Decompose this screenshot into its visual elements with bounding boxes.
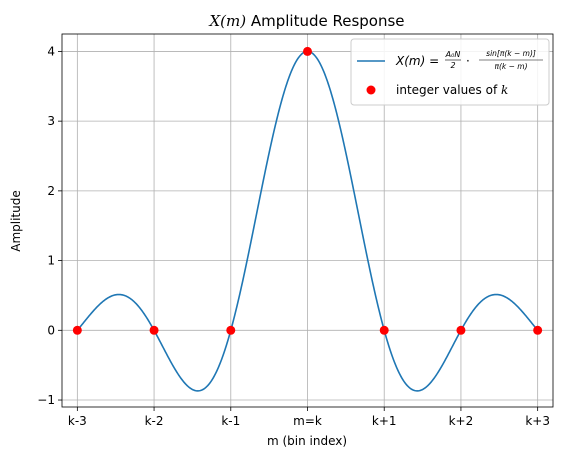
chart-title: X(m) Amplitude Response xyxy=(208,12,404,30)
integer-point xyxy=(226,325,236,335)
legend-label-points: integer values of k xyxy=(396,83,508,97)
integer-point xyxy=(72,325,82,335)
y-tick-label: 4 xyxy=(47,44,55,58)
legend-label-line: X(m) = A₀N 2 · sin[π(k − m)] π(k − m) xyxy=(395,49,543,71)
integer-point xyxy=(533,325,543,335)
y-axis-label: Amplitude xyxy=(9,190,23,252)
svg-text:X(m) =: X(m) = xyxy=(395,54,439,68)
x-tick-label: m=k xyxy=(293,414,322,428)
svg-text:sin[π(k − m)]: sin[π(k − m)] xyxy=(486,49,536,58)
svg-text:2: 2 xyxy=(450,61,455,70)
x-tick-label: k+2 xyxy=(449,414,474,428)
legend-point-swatch xyxy=(366,85,376,95)
integer-point xyxy=(303,46,312,56)
legend: X(m) = A₀N 2 · sin[π(k − m)] π(k − m) in… xyxy=(350,38,550,106)
x-tick-label: k-2 xyxy=(145,414,164,428)
x-tick-label: k-1 xyxy=(221,414,240,428)
x-tick-label: k-3 xyxy=(68,414,87,428)
legend-box xyxy=(350,38,550,106)
y-tick-label: −1 xyxy=(37,393,55,407)
points-layer xyxy=(72,46,543,335)
y-tick-label: 0 xyxy=(47,323,55,337)
x-axis: k-3 k-2 k-1 m=k k+1 k+2 k+3 xyxy=(68,407,550,428)
integer-point xyxy=(379,325,389,335)
integer-point xyxy=(149,325,159,335)
svg-text:π(k − m): π(k − m) xyxy=(494,62,527,71)
x-tick-label: k+1 xyxy=(372,414,397,428)
svg-text:·: · xyxy=(466,54,470,68)
integer-point xyxy=(456,325,466,335)
y-tick-label: 2 xyxy=(47,184,55,198)
x-tick-label: k+3 xyxy=(525,414,550,428)
y-tick-label: 1 xyxy=(47,254,55,268)
y-axis: −1 0 1 2 3 4 xyxy=(37,44,62,407)
x-axis-label: m (bin index) xyxy=(267,434,347,448)
y-tick-label: 3 xyxy=(47,114,55,128)
svg-text:A₀N: A₀N xyxy=(445,50,461,59)
